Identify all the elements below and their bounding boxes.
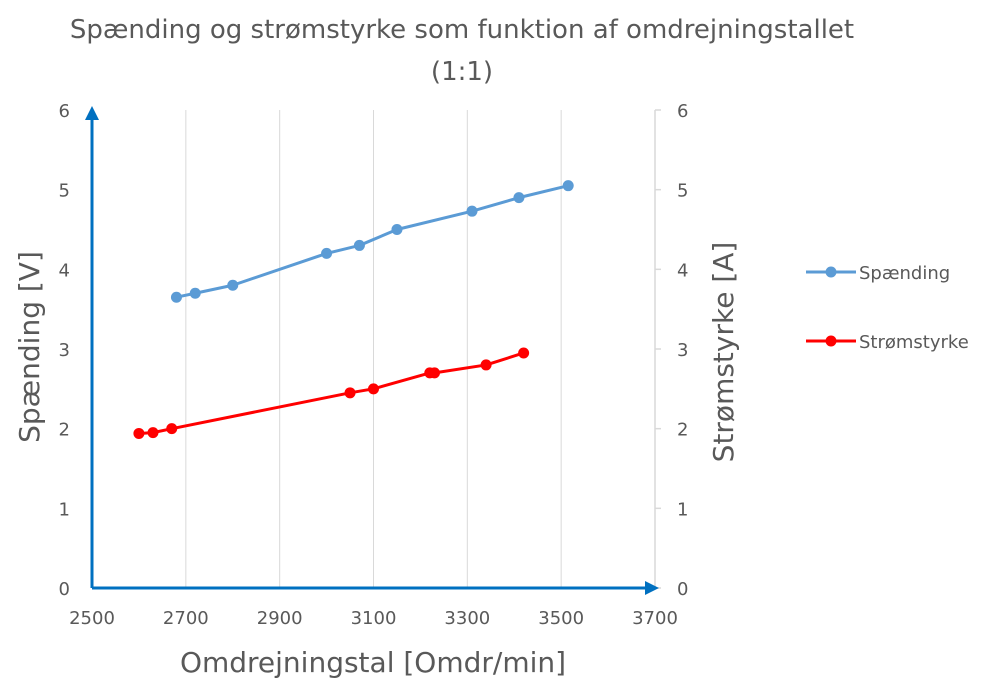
x-tick-label: 2700 — [163, 608, 209, 629]
data-point-stroemstyrke — [368, 383, 379, 395]
axes — [85, 106, 661, 595]
data-point-spaending — [353, 239, 365, 251]
data-point-spaending — [227, 279, 239, 291]
left-axis-arrowhead — [85, 106, 99, 120]
y-tick-label-right: 2 — [677, 420, 688, 441]
y-tick-label-right: 3 — [677, 340, 688, 361]
y-tick-label-left: 5 — [59, 181, 70, 202]
x-axis-title: Omdrejningstal [Omdr/min] — [180, 646, 566, 679]
legend-marker-spaending — [825, 266, 837, 278]
x-tick-label: 2500 — [69, 608, 115, 629]
data-point-stroemstyrke — [166, 423, 178, 435]
y-axis-title-left: Spænding [V] — [13, 251, 46, 443]
tick-labels: 0 1 2 3 4 5 6 0 1 2 3 4 5 6 2500 2700 2900 3100 3300 3500 37… — [59, 101, 689, 629]
data-point-spaending — [562, 180, 574, 192]
chart-title-line-2: (1:1) — [431, 57, 493, 87]
y-tick-label-right: 0 — [677, 579, 688, 600]
legend: Spænding Strømstyrke — [806, 263, 969, 353]
data-point-stroemstyrke — [147, 427, 159, 439]
y-tick-label-left: 3 — [59, 340, 70, 361]
y-tick-label-right: 4 — [677, 260, 688, 281]
data-point-stroemstyrke — [133, 427, 145, 439]
y-tick-label-right: 5 — [677, 181, 688, 202]
gridlines — [185, 110, 562, 588]
series-layer — [133, 180, 574, 439]
y-axis-title-right: Strømstyrke [A] — [707, 242, 740, 463]
legend-item-stroemstyrke: Strømstyrke — [806, 332, 969, 353]
data-point-stroemstyrke — [428, 367, 440, 379]
x-tick-label: 3100 — [351, 608, 397, 629]
y-tick-label-left: 4 — [59, 260, 70, 281]
data-point-stroemstyrke — [480, 359, 492, 371]
y-tick-label-left: 1 — [59, 499, 70, 520]
data-point-spaending — [466, 205, 478, 217]
bottom-axis-arrowhead — [645, 581, 659, 595]
legend-label-spaending: Spænding — [859, 263, 950, 284]
legend-label-stroemstyrke: Strømstyrke — [859, 332, 969, 353]
legend-marker-stroemstyrke — [825, 335, 837, 347]
data-point-stroemstyrke — [518, 347, 530, 359]
data-point-spaending — [189, 287, 201, 299]
data-point-spaending — [170, 291, 182, 303]
data-point-spaending — [391, 224, 403, 235]
x-tick-label: 3500 — [538, 608, 584, 629]
chart-title-line-1: Spænding og strømstyrke som funktion af … — [70, 15, 854, 45]
x-tick-label: 3700 — [632, 608, 678, 629]
y-tick-label-left: 2 — [59, 420, 70, 441]
y-tick-label-left: 0 — [59, 579, 70, 600]
y-tick-label-left: 6 — [59, 101, 70, 122]
y-tick-label-right: 6 — [677, 101, 688, 122]
data-point-spaending — [321, 247, 333, 259]
series-line-stroemstyrke — [137, 351, 526, 435]
data-point-spaending — [513, 192, 525, 204]
x-tick-label: 2900 — [257, 608, 303, 629]
data-point-stroemstyrke — [344, 387, 356, 399]
y-tick-label-right: 1 — [677, 499, 688, 520]
legend-item-spaending: Spænding — [806, 263, 950, 284]
x-tick-label: 3300 — [444, 608, 490, 629]
